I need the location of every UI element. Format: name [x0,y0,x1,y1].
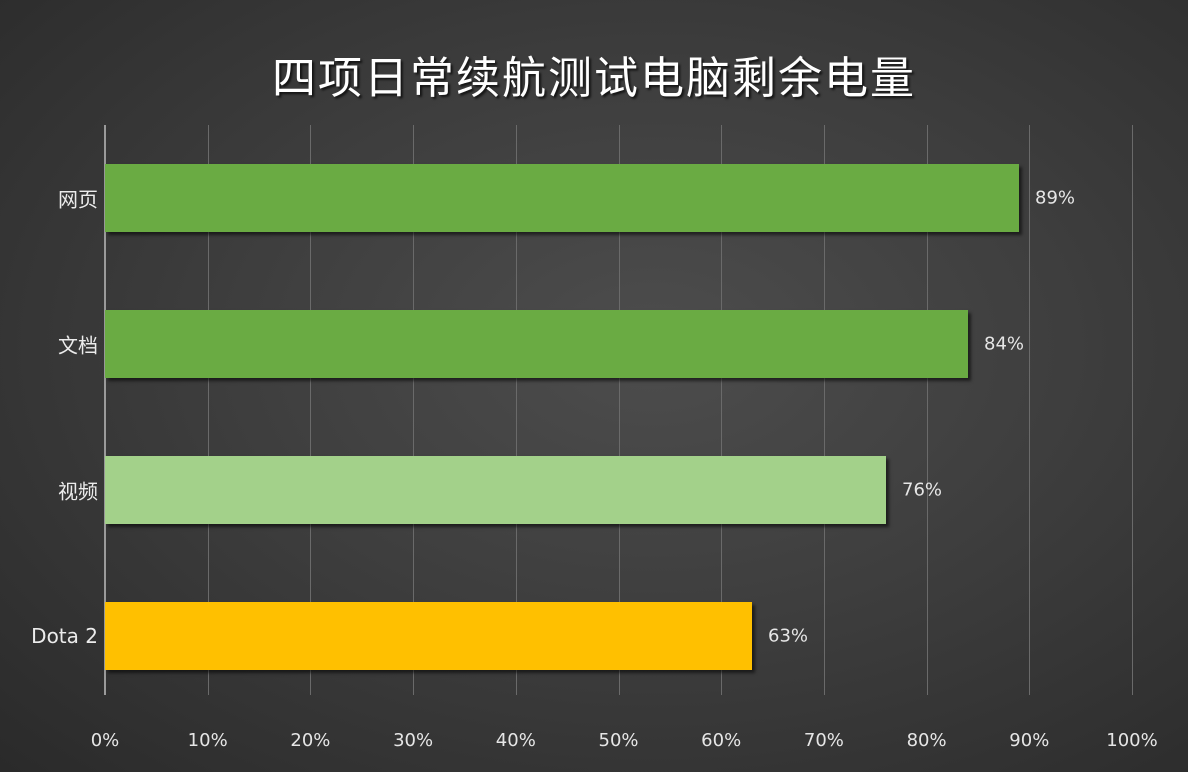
category-label-document: 文档 [58,333,98,358]
bar-webpage [105,164,1019,232]
x-tick: 100% [1106,730,1158,751]
value-label-dota2: 63% [768,625,809,647]
x-tick: 60% [701,730,742,751]
plot-area: 89% 84% 76% 63% [104,125,1133,695]
gridline [721,125,722,695]
bar-dota2 [105,602,752,670]
gridline [310,125,311,695]
category-label-video: 视频 [58,479,98,504]
category-label-webpage: 网页 [58,187,98,212]
bar-video [105,456,886,524]
x-tick: 80% [906,730,947,751]
x-tick: 90% [1009,730,1050,751]
gridline [413,125,414,695]
gridline [208,125,209,695]
gridline [1132,125,1133,695]
x-tick: 20% [290,730,331,751]
gridline [927,125,928,695]
bar-document [105,310,968,378]
value-label-document: 84% [984,333,1025,355]
x-tick: 0% [90,730,120,751]
gridline [516,125,517,695]
y-axis-line [104,125,106,695]
value-label-webpage: 89% [1035,187,1076,209]
value-label-video: 76% [902,479,943,501]
gridline [1029,125,1030,695]
x-tick: 30% [393,730,434,751]
gridline [824,125,825,695]
x-tick: 10% [187,730,228,751]
gridline [619,125,620,695]
chart-title: 四项日常续航测试电脑剩余电量 [272,53,916,104]
x-tick: 70% [803,730,844,751]
category-label-dota2: Dota 2 [31,624,98,648]
x-tick: 50% [598,730,639,751]
x-tick: 40% [495,730,536,751]
